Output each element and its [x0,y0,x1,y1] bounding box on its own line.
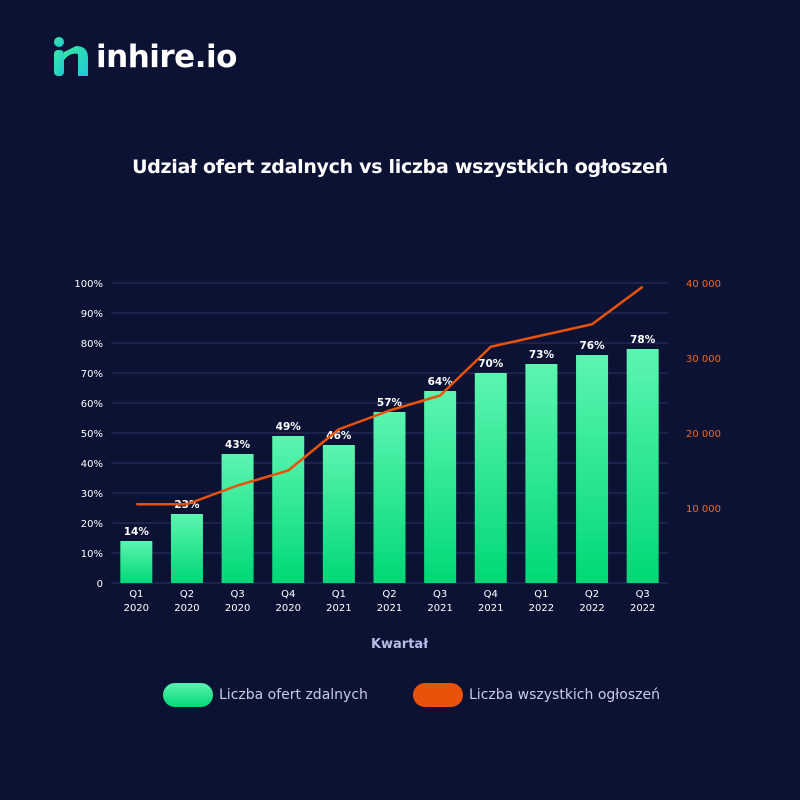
left-axis-tick-label: 30% [81,489,103,500]
left-axis-tick-label: 100% [74,279,103,290]
x-tick-label-year: 2020 [174,603,199,614]
left-axis-tick-label: 60% [81,399,103,410]
right-axis-tick-label: 30 000 [686,354,721,365]
bar [474,373,507,583]
chart-legend: Liczba ofert zdalnych Liczba wszystkich … [0,680,800,710]
x-tick-label-quarter: Q1 [332,589,346,600]
bar-data-label: 57% [377,397,403,409]
x-tick-label-year: 2020 [276,603,301,614]
inhire-h-logo-icon [54,37,88,76]
bar-data-label: 78% [630,334,656,346]
x-tick-label-year: 2022 [529,603,554,614]
legend-label-all-ads: Liczba wszystkich ogłoszeń [469,687,660,703]
x-tick-label-year: 2022 [579,603,604,614]
bar-data-label: 76% [579,340,605,352]
x-tick-label-quarter: Q4 [281,589,295,600]
x-tick-label-year: 2022 [630,603,655,614]
x-tick-label-year: 2021 [478,603,503,614]
left-axis-tick-label: 50% [81,429,103,440]
left-axis-tick-label: 40% [81,459,103,470]
x-tick-label-quarter: Q4 [484,589,498,600]
bar [272,436,305,583]
x-tick-label-year: 2020 [225,603,250,614]
bar-data-label: 64% [428,376,454,388]
bar [424,391,457,583]
legend-swatch-all-ads [413,683,463,707]
x-tick-label-quarter: Q3 [636,589,650,600]
bar-data-label: 14% [124,526,150,538]
x-tick-label-quarter: Q2 [585,589,599,600]
bar-data-label: 43% [225,439,251,451]
series-line-all-ads [136,285,644,506]
legend-swatch-remote-offers [163,683,213,707]
bar-data-label: 49% [276,421,302,433]
bar-data-label: 73% [529,349,555,361]
legend-item-remote-offers: Liczba ofert zdalnych [163,680,368,710]
x-tick-label-year: 2021 [377,603,402,614]
left-axis-tick-label: 90% [81,309,103,320]
chart-title: Udział ofert zdalnych vs liczba wszystki… [132,156,668,178]
bar [525,364,558,583]
bar [120,541,153,583]
right-axis-tick-label: 10 000 [686,504,721,515]
bar-data-label: 70% [478,358,504,370]
right-axis-tick-label: 20 000 [686,429,721,440]
x-tick-label-quarter: Q1 [534,589,548,600]
x-tick-label-quarter: Q1 [129,589,143,600]
left-axis-tick-label: 70% [81,369,103,380]
inhire-logo: inhire.io [52,36,237,78]
left-axis-tick-label: 0 [97,579,103,590]
x-tick-label-quarter: Q3 [433,589,447,600]
left-axis-tick-label: 80% [81,339,103,350]
x-tick-label-quarter: Q2 [382,589,396,600]
bar [373,412,406,583]
right-axis-tick-label: 40 000 [686,279,721,290]
bar [322,445,355,583]
legend-item-all-ads: Liczba wszystkich ogłoszeń [413,680,660,710]
bar [576,355,609,583]
left-axis-tick-label: 20% [81,519,103,530]
logo-text: inhire.io [96,38,237,75]
x-tick-label-quarter: Q3 [230,589,244,600]
bar [170,514,203,583]
x-tick-label-year: 2021 [427,603,452,614]
x-tick-label-quarter: Q2 [180,589,194,600]
legend-label-remote-offers: Liczba ofert zdalnych [219,687,368,703]
bar [221,454,254,583]
bar [626,349,659,583]
x-tick-label-year: 2021 [326,603,351,614]
x-tick-label-year: 2020 [124,603,149,614]
left-axis-tick-label: 10% [81,549,103,560]
x-axis-title: Kwartał [371,637,429,652]
